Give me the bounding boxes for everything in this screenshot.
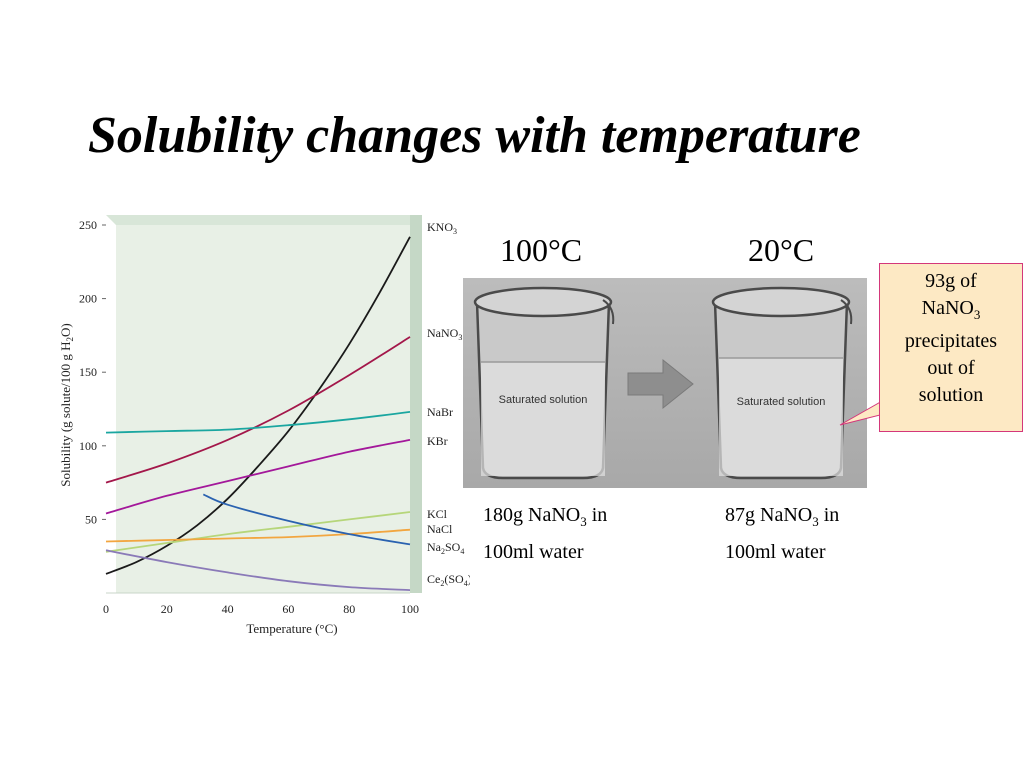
series-label-kno3: KNO3 xyxy=(427,220,457,236)
series-label-na2so4: Na2SO4 xyxy=(427,540,464,556)
series-line-nano3 xyxy=(105,336,411,484)
y-tick-label: 50 xyxy=(85,512,97,526)
x-tick-label: 60 xyxy=(282,602,294,616)
x-tick-label: 0 xyxy=(103,602,109,616)
series-label-nabr: NaBr xyxy=(427,405,453,419)
y-axis-title: Solubility (g solute/100 g H2O) xyxy=(58,323,75,486)
series-line-na2so4 xyxy=(202,493,411,546)
series-line-kbr xyxy=(105,439,411,515)
y-tick-label: 200 xyxy=(79,292,97,306)
x-tick-label: 100 xyxy=(401,602,419,616)
x-tick-label: 40 xyxy=(222,602,234,616)
cold-beaker: Saturated solution xyxy=(711,286,853,480)
series-line-kcl xyxy=(105,511,411,553)
series-label-ce2so43: Ce2(SO4)3 xyxy=(427,572,470,588)
hot-beaker-label: Saturated solution xyxy=(499,394,588,406)
y-tick-label: 250 xyxy=(79,218,97,232)
x-axis-title: Temperature (°C) xyxy=(246,621,337,636)
series-line-nabr xyxy=(105,411,411,434)
series-label-nacl: NaCl xyxy=(427,522,453,536)
chart-plot-area xyxy=(116,225,410,593)
transition-arrow-icon xyxy=(627,358,694,410)
cold-temperature-label: 20°C xyxy=(748,232,815,268)
cold-beaker-caption: 87g NaNO3 in 100ml water xyxy=(725,504,840,563)
hot-beaker: Saturated solution xyxy=(473,286,615,480)
series-label-kcl: KCl xyxy=(427,507,448,521)
solubility-chart: 0 20 40 60 80 100 50 100 150 200 250 KNO3 NaNO3 NaBr… xyxy=(58,215,470,636)
chart-panel-side xyxy=(410,215,422,593)
y-tick-label: 100 xyxy=(79,439,97,453)
x-tick-label: 80 xyxy=(343,602,355,616)
precipitate-callout: 93g of NaNO3 precipitates out of solutio… xyxy=(879,263,1023,432)
series-line-kno3 xyxy=(105,236,411,575)
beakers-photo: Saturated solution Saturated solution xyxy=(463,278,867,488)
slide-title: Solubility changes with temperature xyxy=(88,107,861,164)
x-tick-label: 20 xyxy=(161,602,173,616)
series-line-ce2so43 xyxy=(105,549,411,591)
cold-beaker-label: Saturated solution xyxy=(737,396,826,408)
series-label-nano3: NaNO3 xyxy=(427,326,462,342)
series-label-kbr: KBr xyxy=(427,434,448,448)
hot-beaker-caption: 180g NaNO3 in 100ml water xyxy=(483,504,608,563)
y-tick-label: 150 xyxy=(79,365,97,379)
series-line-nacl xyxy=(105,528,411,543)
hot-temperature-label: 100°C xyxy=(500,232,583,268)
chart-panel-top xyxy=(106,215,420,225)
